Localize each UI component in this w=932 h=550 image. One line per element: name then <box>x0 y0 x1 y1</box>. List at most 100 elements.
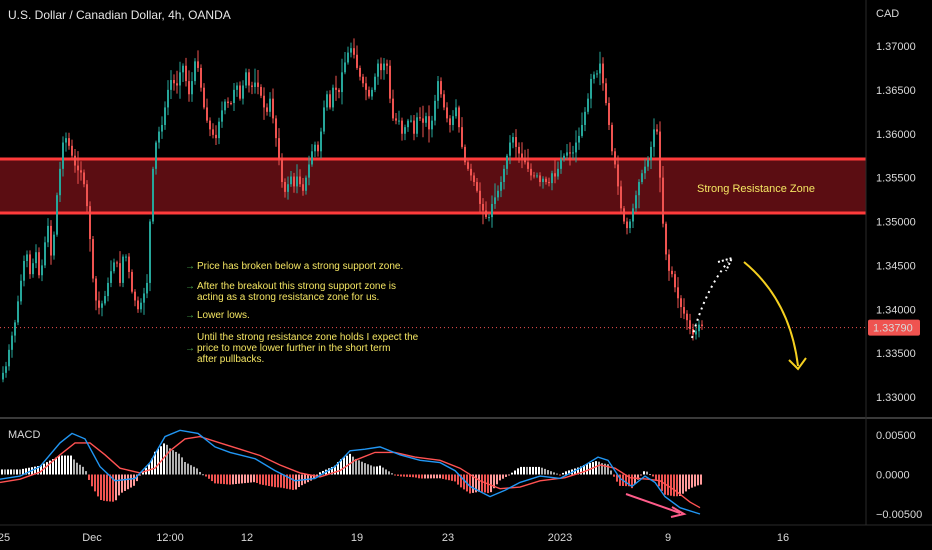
candle-body <box>509 142 511 156</box>
macd-histogram-bar <box>358 460 360 475</box>
macd-axis[interactable]: 0.00500 0.0000 −0.00500 <box>876 430 922 521</box>
candle-body <box>74 155 76 166</box>
candle-body <box>473 175 475 183</box>
macd-histogram-bar <box>121 474 123 493</box>
candle-body <box>230 103 232 105</box>
macd-histogram-bar <box>463 474 465 490</box>
macd-histogram-bar <box>226 474 228 485</box>
divergence-arrow[interactable] <box>625 493 681 514</box>
candle-body <box>506 155 508 169</box>
candle-body <box>251 85 253 87</box>
macd-histogram-bar <box>94 474 96 492</box>
macd-histogram-bar <box>19 469 21 475</box>
macd-histogram-bar <box>427 474 429 479</box>
macd-histogram-bar <box>676 474 678 497</box>
macd-histogram-bar <box>556 473 558 475</box>
macd-histogram-bar <box>310 474 312 481</box>
candle-body <box>323 107 325 132</box>
time-axis[interactable]: 25 Dec 12:00 12 19 23 2023 9 16 <box>0 532 789 544</box>
price-tick-label: 1.37000 <box>876 41 916 53</box>
macd-histogram-bar <box>103 474 105 501</box>
macd-histogram-bar <box>685 474 687 492</box>
macd-histogram-bar <box>274 474 276 488</box>
candle-body <box>668 254 670 271</box>
last-price-label: 1.33790 <box>873 323 913 335</box>
candle-body <box>659 131 661 178</box>
macd-histogram-bar <box>262 474 264 485</box>
macd-histogram-bar <box>127 474 129 490</box>
time-tick-label: 2023 <box>548 532 572 544</box>
candle-body <box>98 300 100 308</box>
macd-histogram-bar <box>61 455 63 475</box>
macd-histogram-bar <box>655 474 657 481</box>
candle-body <box>245 72 247 86</box>
macd-histogram-bar <box>235 474 237 485</box>
candle-body <box>239 85 241 99</box>
candle-body <box>80 170 82 173</box>
candle-body <box>479 190 481 204</box>
time-tick-label: 12 <box>241 532 253 544</box>
macd-histogram-bar <box>481 474 483 492</box>
candle-body <box>422 118 424 123</box>
candle-body <box>155 142 157 169</box>
candle-body <box>269 98 271 112</box>
macd-histogram-bar <box>154 451 156 475</box>
candle-body <box>404 127 406 134</box>
candle-body <box>68 138 70 146</box>
candle-body <box>542 178 544 183</box>
macd-histogram-bar <box>193 466 195 475</box>
drop-projection-arrow[interactable] <box>743 261 799 367</box>
candle-body <box>590 78 592 99</box>
candle-body <box>23 260 25 281</box>
macd-histogram-bar <box>523 466 525 475</box>
time-tick-label: 23 <box>442 532 454 544</box>
candle-body <box>182 65 184 73</box>
last-price-badge <box>868 319 920 336</box>
price-tick-label: 1.35000 <box>876 217 916 229</box>
macd-histogram-bar <box>112 474 114 502</box>
macd-histogram-bar <box>688 474 690 490</box>
macd-histogram-bar <box>673 474 675 497</box>
macd-histogram-bar <box>460 474 462 488</box>
candle-body <box>86 184 88 207</box>
price-candles <box>2 38 703 383</box>
candle-body <box>278 138 280 159</box>
candle-body <box>695 331 697 335</box>
candle-body <box>242 85 244 99</box>
price-tick-label: 1.35500 <box>876 173 916 185</box>
macd-histogram-bar <box>76 462 78 475</box>
macd-histogram-bar <box>526 466 528 475</box>
macd-histogram-bar <box>280 474 282 488</box>
candle-body <box>317 144 319 152</box>
candle-body <box>140 302 142 310</box>
macd-histogram-bar <box>541 467 543 475</box>
macd-histogram-bar <box>130 474 132 488</box>
macd-histogram-bar <box>403 474 405 477</box>
candle-body <box>32 263 34 275</box>
macd-histogram-bar <box>565 471 567 475</box>
price-axis[interactable]: 1.37000 1.36500 1.36000 1.35500 1.35000 1.345… <box>876 41 916 404</box>
pullback-projection[interactable] <box>691 261 729 339</box>
macd-histogram-bar <box>220 474 222 484</box>
macd-histogram-bar <box>517 468 519 475</box>
candle-body <box>410 120 412 122</box>
candle-body <box>512 137 514 143</box>
macd-histogram-bar <box>415 474 417 478</box>
note-text: Price has broken below a strong support … <box>197 261 403 272</box>
macd-histogram-bar <box>184 462 186 475</box>
candle-body <box>263 95 265 108</box>
candle-body <box>29 254 31 275</box>
macd-histogram-bar <box>448 474 450 481</box>
macd-histogram-bar <box>559 474 561 476</box>
candle-body <box>572 152 574 154</box>
candle-body <box>587 98 589 112</box>
candle-body <box>461 127 463 147</box>
macd-histogram-bar <box>382 467 384 475</box>
candle-body <box>218 121 220 139</box>
resistance-zone[interactable] <box>0 159 866 213</box>
candle-body <box>173 80 175 84</box>
candle-body <box>434 100 436 121</box>
macd-histogram-bar <box>361 461 363 475</box>
macd-histogram-bar <box>319 472 321 475</box>
